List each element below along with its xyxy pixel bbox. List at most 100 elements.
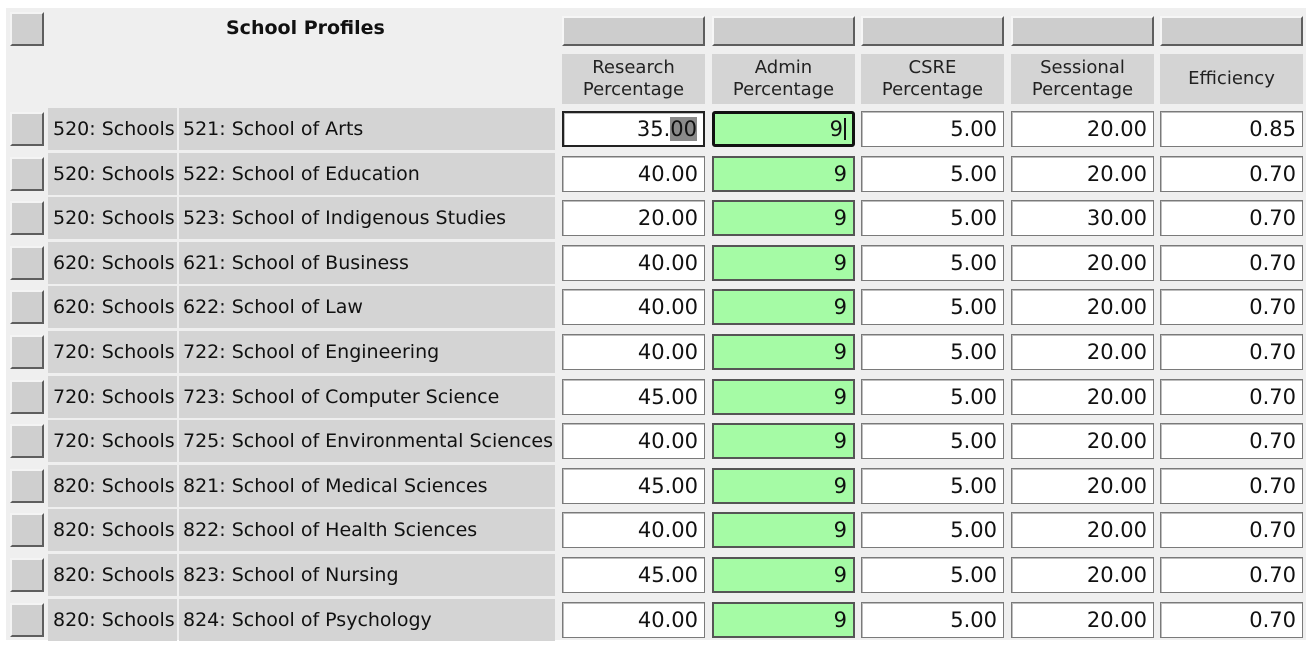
row-select-button[interactable] bbox=[10, 602, 44, 637]
sessional-percentage-input[interactable]: 20.00 bbox=[1011, 155, 1154, 192]
sessional-percentage-input[interactable]: 30.00 bbox=[1011, 200, 1154, 237]
table-row: 720: Schools 725: School of Environmental… bbox=[6, 420, 1306, 464]
school-group-cell: 520: Schools bbox=[48, 197, 177, 240]
csre-percentage-input[interactable]: 5.00 bbox=[861, 244, 1004, 281]
csre-percentage-input[interactable]: 5.00 bbox=[861, 111, 1004, 147]
csre-column-button[interactable] bbox=[861, 16, 1004, 46]
research-percentage-input[interactable]: 40.00 bbox=[562, 289, 705, 326]
table-row: 520: Schools 521: School of Arts 35.00 9 5.0… bbox=[6, 108, 1306, 152]
research-percentage-input[interactable]: 20.00 bbox=[562, 200, 705, 237]
csre-percentage-input[interactable]: 5.00 bbox=[861, 334, 1004, 370]
table-row: 820: Schools 824: School of Psychology 40.… bbox=[6, 598, 1306, 643]
efficiency-input[interactable]: 0.70 bbox=[1160, 155, 1303, 192]
sessional-percentage-input[interactable]: 20.00 bbox=[1011, 512, 1154, 549]
research-percentage-input[interactable]: 40.00 bbox=[562, 334, 705, 370]
row-select-button[interactable] bbox=[10, 424, 44, 459]
header-line: Efficiency bbox=[1188, 68, 1275, 89]
sessional-percentage-input[interactable]: 20.00 bbox=[1011, 244, 1154, 281]
research-percentage-input[interactable]: 45.00 bbox=[562, 467, 705, 504]
efficiency-input[interactable]: 0.70 bbox=[1160, 334, 1303, 370]
csre-percentage-input[interactable]: 5.00 bbox=[861, 423, 1004, 460]
school-name-cell: 723: School of Computer Science bbox=[179, 375, 555, 418]
research-column-button[interactable] bbox=[562, 16, 705, 46]
admin-percentage-input[interactable]: 9 bbox=[712, 289, 855, 326]
research-percentage-input[interactable]: 40.00 bbox=[562, 601, 705, 638]
admin-percentage-input[interactable]: 9 bbox=[712, 423, 855, 460]
efficiency-input[interactable]: 0.70 bbox=[1160, 289, 1303, 326]
sessional-percentage-input[interactable]: 20.00 bbox=[1011, 467, 1154, 504]
admin-percentage-input[interactable]: 9 bbox=[712, 334, 855, 370]
row-select-button[interactable] bbox=[10, 513, 44, 548]
sessional-percentage-input[interactable]: 20.00 bbox=[1011, 423, 1154, 460]
research-percentage-input[interactable]: 40.00 bbox=[562, 244, 705, 281]
row-select-button[interactable] bbox=[10, 112, 44, 146]
admin-percentage-input[interactable]: 9 bbox=[712, 155, 855, 192]
efficiency-input[interactable]: 0.70 bbox=[1160, 244, 1303, 281]
sessional-percentage-input[interactable]: 20.00 bbox=[1011, 378, 1154, 415]
admin-percentage-input[interactable]: 9 bbox=[712, 557, 855, 593]
admin-percentage-input[interactable]: 9 bbox=[712, 111, 855, 147]
sessional-column-button[interactable] bbox=[1011, 16, 1154, 46]
table-row: 620: Schools 621: School of Business 40.00… bbox=[6, 241, 1306, 286]
csre-percentage-input[interactable]: 5.00 bbox=[861, 289, 1004, 326]
research-percentage-input[interactable]: 40.00 bbox=[562, 423, 705, 460]
efficiency-input[interactable]: 0.70 bbox=[1160, 200, 1303, 237]
row-select-button[interactable] bbox=[10, 156, 44, 191]
research-percentage-input[interactable]: 40.00 bbox=[562, 155, 705, 192]
row-select-button[interactable] bbox=[10, 379, 44, 414]
admin-percentage-input[interactable]: 9 bbox=[712, 601, 855, 638]
sessional-percentage-header: Sessional Percentage bbox=[1011, 54, 1154, 104]
select-all-button[interactable] bbox=[10, 12, 44, 46]
csre-percentage-input[interactable]: 5.00 bbox=[861, 601, 1004, 638]
school-name-cell: 725: School of Environmental Sciences bbox=[179, 420, 555, 463]
header-line: Percentage bbox=[732, 79, 835, 100]
row-select-button[interactable] bbox=[10, 558, 44, 592]
research-percentage-header: Research Percentage bbox=[562, 54, 705, 104]
research-percentage-input[interactable]: 45.00 bbox=[562, 378, 705, 415]
school-group-cell: 820: Schools bbox=[48, 598, 177, 641]
research-percentage-input[interactable]: 40.00 bbox=[562, 512, 705, 549]
research-percentage-input[interactable]: 45.00 bbox=[562, 557, 705, 593]
efficiency-input[interactable]: 0.70 bbox=[1160, 467, 1303, 504]
value-text: 9 bbox=[829, 117, 843, 141]
efficiency-input[interactable]: 0.85 bbox=[1160, 111, 1303, 147]
school-name-cell: 822: School of Health Sciences bbox=[179, 509, 555, 552]
row-select-button[interactable] bbox=[10, 468, 44, 503]
csre-percentage-header: CSRE Percentage bbox=[861, 54, 1004, 104]
admin-percentage-input[interactable]: 9 bbox=[712, 512, 855, 549]
research-percentage-input[interactable]: 35.00 bbox=[562, 111, 705, 147]
csre-percentage-input[interactable]: 5.00 bbox=[861, 378, 1004, 415]
school-name-cell: 722: School of Engineering bbox=[179, 331, 555, 373]
row-select-button[interactable] bbox=[10, 335, 44, 369]
csre-percentage-input[interactable]: 5.00 bbox=[861, 557, 1004, 593]
efficiency-input[interactable]: 0.70 bbox=[1160, 378, 1303, 415]
sessional-percentage-input[interactable]: 20.00 bbox=[1011, 601, 1154, 638]
sessional-percentage-input[interactable]: 20.00 bbox=[1011, 289, 1154, 326]
header-line: Percentage bbox=[1031, 79, 1134, 100]
table-row: 720: Schools 723: School of Computer Scie… bbox=[6, 375, 1306, 420]
csre-percentage-input[interactable]: 5.00 bbox=[861, 467, 1004, 504]
school-group-cell: 620: Schools bbox=[48, 241, 177, 284]
admin-percentage-input[interactable]: 9 bbox=[712, 244, 855, 281]
row-select-button[interactable] bbox=[10, 245, 44, 280]
header-line: Admin bbox=[754, 57, 813, 78]
efficiency-input[interactable]: 0.70 bbox=[1160, 601, 1303, 638]
efficiency-input[interactable]: 0.70 bbox=[1160, 423, 1303, 460]
sessional-percentage-input[interactable]: 20.00 bbox=[1011, 557, 1154, 593]
csre-percentage-input[interactable]: 5.00 bbox=[861, 512, 1004, 549]
admin-percentage-input[interactable]: 9 bbox=[712, 467, 855, 504]
csre-percentage-input[interactable]: 5.00 bbox=[861, 200, 1004, 237]
school-group-cell: 520: Schools bbox=[48, 152, 177, 195]
efficiency-input[interactable]: 0.70 bbox=[1160, 512, 1303, 549]
efficiency-input[interactable]: 0.70 bbox=[1160, 557, 1303, 593]
row-select-button[interactable] bbox=[10, 201, 44, 236]
sessional-percentage-input[interactable]: 20.00 bbox=[1011, 334, 1154, 370]
school-group-cell: 620: Schools bbox=[48, 286, 177, 329]
row-select-button[interactable] bbox=[10, 290, 44, 325]
admin-column-button[interactable] bbox=[712, 16, 855, 46]
efficiency-column-button[interactable] bbox=[1160, 16, 1303, 46]
admin-percentage-input[interactable]: 9 bbox=[712, 200, 855, 237]
sessional-percentage-input[interactable]: 20.00 bbox=[1011, 111, 1154, 147]
admin-percentage-input[interactable]: 9 bbox=[712, 378, 855, 415]
csre-percentage-input[interactable]: 5.00 bbox=[861, 155, 1004, 192]
